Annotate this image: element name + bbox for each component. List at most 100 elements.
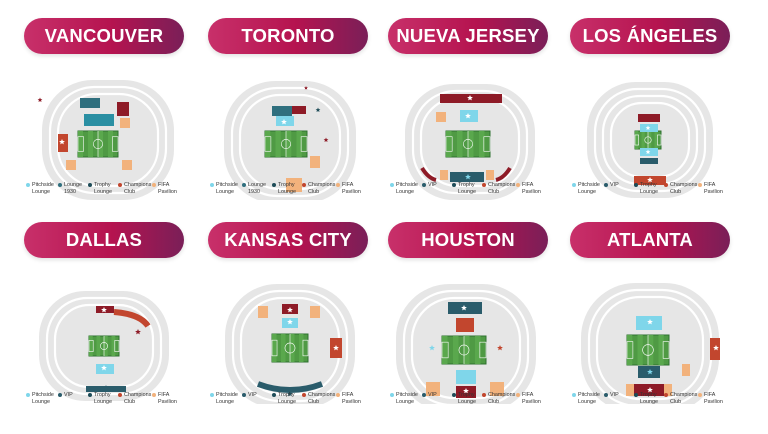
legend-dot-icon: [634, 183, 638, 187]
legend: Pitchside Lounge VIP Trophy Lounge Champions C…: [210, 392, 380, 414]
stadium-card[interactable]: DALLAS Pitchside Lounge VIP Trophy Lounge Cham…: [22, 222, 194, 422]
legend-dot-icon: [272, 393, 276, 397]
stadium-map: [225, 284, 355, 404]
stadium-map: [581, 283, 720, 404]
trophy-star-icon: [315, 107, 321, 112]
legend: Pitchside Lounge Lounge 1930 Trophy Lounge Cha…: [210, 182, 380, 204]
legend-label: Trophy Lounge: [640, 392, 658, 405]
legend-dot-icon: [302, 183, 306, 187]
stadium-card[interactable]: ATLANTA Pitchside Lounge VIP Trophy Lounge Cha…: [568, 222, 740, 422]
football-pitch: [88, 335, 120, 357]
legend-label: Champions Club: [308, 392, 336, 405]
stadium-card[interactable]: VANCOUVER Pitchside Lounge Lounge 1930 Trophy…: [22, 18, 194, 218]
trophy-star-icon: [465, 113, 471, 119]
legend-label: VIP: [248, 392, 257, 398]
stadium-map: [405, 84, 535, 200]
champions-club-section: [113, 309, 151, 328]
fifa-pavilion-section: [310, 306, 320, 318]
trophy-star-icon: [323, 137, 329, 142]
lounge-1930-section: [272, 106, 292, 116]
stadium-title: DALLAS: [65, 229, 143, 250]
stadium-title: HOUSTON: [421, 229, 515, 250]
legend-dot-icon: [516, 393, 520, 397]
legend-dot-icon: [516, 183, 520, 187]
trophy-star-icon: [123, 107, 129, 113]
football-pitch: [634, 130, 662, 150]
fifa-pavilion-section: [682, 364, 690, 376]
legend-label: Pitchside Lounge: [216, 182, 238, 195]
stadium-title-banner: DALLAS: [24, 222, 184, 258]
trophy-star-icon: [461, 305, 467, 311]
football-pitch: [626, 334, 670, 366]
fifa-pavilion-section: [310, 156, 320, 168]
legend-dot-icon: [152, 393, 156, 397]
legend-label: Champions Club: [488, 392, 516, 405]
champions-club-section: [638, 114, 660, 122]
legend-dot-icon: [58, 183, 62, 187]
legend-dot-icon: [572, 183, 576, 187]
trophy-star-icon: [101, 365, 107, 371]
stadium-card[interactable]: LOS ÁNGELES Pitchside Lounge VIP Trophy Loung…: [568, 18, 740, 218]
fifa-pavilion-section: [258, 306, 268, 318]
legend-dot-icon: [272, 183, 276, 187]
legend-label: Trophy Lounge: [458, 182, 476, 195]
legend-label: FIFA Pavilion: [704, 182, 723, 195]
trophy-star-icon: [101, 307, 107, 313]
trophy-star-icon: [647, 319, 653, 325]
fifa-pavilion-section: [440, 170, 448, 180]
stadium-card[interactable]: HOUSTON Pitchside Lounge VIP Trophy Lounge Cha…: [386, 222, 558, 422]
legend-label: Champions Club: [488, 182, 516, 195]
stadium-card[interactable]: NUEVA JERSEY Pitchside Lounge VIP Trophy Loun…: [386, 18, 558, 218]
legend-label: Pitchside Lounge: [578, 182, 600, 195]
stadium-title: LOS ÁNGELES: [582, 25, 718, 46]
vip-section: [84, 114, 114, 126]
champions-club-section: [456, 318, 474, 332]
legend-dot-icon: [698, 183, 702, 187]
champions-club-section: [420, 166, 437, 182]
fifa-pavilion-section: [436, 112, 446, 122]
vip-section: [256, 381, 324, 393]
stadium-title-banner: HOUSTON: [388, 222, 548, 258]
legend-label: Champions Club: [124, 392, 152, 405]
football-pitch: [77, 130, 119, 158]
legend: Pitchside Lounge Lounge 1930 Trophy Lounge Cha…: [26, 182, 196, 204]
football-pitch: [445, 130, 491, 158]
legend-label: Trophy Lounge: [94, 182, 112, 195]
legend-dot-icon: [336, 183, 340, 187]
legend-label: FIFA Pavilion: [342, 182, 361, 195]
legend-label: Lounge 1930: [64, 182, 82, 195]
legend-label: Champions Club: [670, 182, 698, 195]
legend-dot-icon: [118, 183, 122, 187]
stadium-title: NUEVA JERSEY: [396, 25, 540, 46]
trophy-star-icon: [647, 369, 653, 375]
stadium-card[interactable]: KANSAS CITY Pitchside Lounge VIP Trophy Loung…: [206, 222, 378, 422]
legend-label: Pitchside Lounge: [396, 392, 418, 405]
legend-label: FIFA Pavilion: [158, 182, 177, 195]
trophy-star-icon: [647, 387, 653, 393]
legend-dot-icon: [390, 393, 394, 397]
legend-label: Trophy Lounge: [458, 392, 476, 405]
legend: Pitchside Lounge VIP Trophy Lounge Champions C…: [26, 392, 196, 414]
football-pitch: [441, 335, 487, 365]
legend-dot-icon: [242, 393, 246, 397]
trophy-star-icon: [713, 345, 719, 351]
fifa-pavilion-section: [426, 382, 440, 396]
legend-label: VIP: [428, 392, 437, 398]
legend-label: Pitchside Lounge: [396, 182, 418, 195]
legend-dot-icon: [336, 393, 340, 397]
trophy-star-icon: [647, 177, 653, 183]
legend-dot-icon: [482, 393, 486, 397]
trophy-star-icon: [287, 391, 293, 397]
stadium-card[interactable]: TORONTO Pitchside Lounge Lounge 1930 Trophy Lo…: [206, 18, 378, 218]
legend-label: Pitchside Lounge: [32, 182, 54, 195]
trophy-star-icon: [467, 95, 473, 101]
stadium-map: [396, 284, 536, 404]
stadium-map: [587, 82, 713, 198]
legend-label: VIP: [64, 392, 73, 398]
fifa-pavilion-section: [626, 384, 634, 396]
trophy-star-icon: [645, 149, 651, 154]
fifa-pavilion-section: [664, 384, 672, 396]
legend-label: FIFA Pavilion: [522, 392, 541, 405]
stadium-title-banner: VANCOUVER: [24, 18, 184, 54]
trophy-star-icon: [465, 174, 471, 180]
